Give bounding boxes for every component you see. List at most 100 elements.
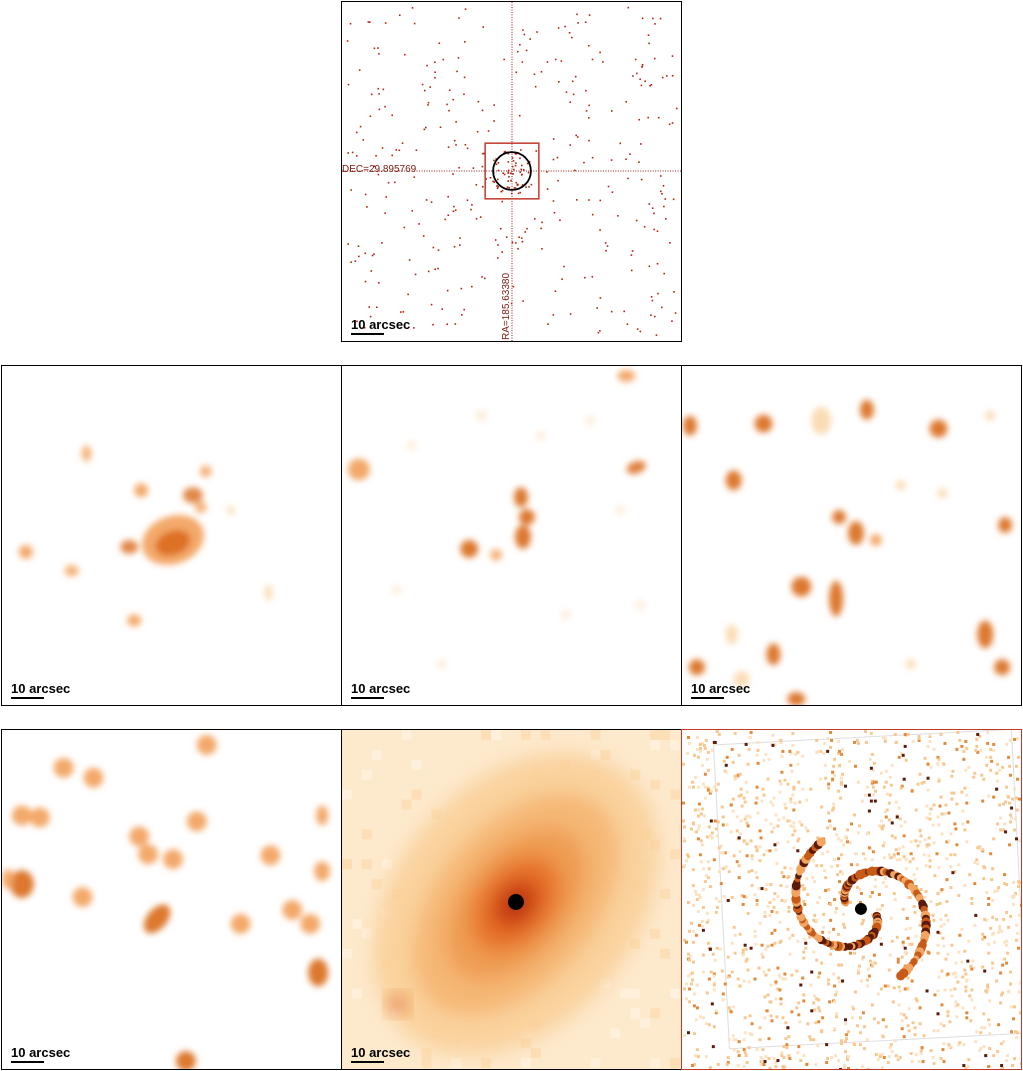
residual-pixel [876, 992, 880, 996]
residual-pixel [999, 1001, 1003, 1005]
residual-pixel [840, 1039, 844, 1043]
residual-pixel [755, 785, 759, 789]
residual-pixel [849, 841, 852, 845]
residual-pixel [996, 1050, 1000, 1054]
residual-pixel [995, 979, 999, 983]
event-point [643, 225, 646, 228]
event-point [607, 185, 610, 188]
event-point [501, 251, 503, 253]
residual-pixel [759, 1060, 763, 1064]
event-point [369, 21, 371, 23]
residual-pixel [755, 849, 759, 853]
residual-pixel [724, 763, 728, 767]
residual-pixel [953, 870, 957, 874]
residual-pixel [708, 1066, 712, 1069]
residual-pixel [796, 939, 800, 943]
residual-pixel [733, 777, 737, 781]
residual-pixel [704, 1022, 708, 1026]
event-point [514, 153, 517, 155]
residual-pixel [1001, 963, 1005, 967]
residual-pixel [835, 833, 839, 837]
event-point [671, 122, 674, 124]
residual-pixel [686, 900, 690, 904]
residual-pixel [882, 785, 886, 789]
residual-pixel [838, 749, 842, 753]
event-point [358, 255, 360, 258]
residual-pixel [953, 853, 957, 857]
residual-pixel [770, 830, 774, 834]
event-point [426, 64, 428, 67]
event-point [357, 245, 360, 247]
residual-pixel [970, 967, 974, 971]
residual-pixel [763, 995, 767, 999]
residual-pixel [1002, 1040, 1006, 1044]
residual-pixel [1003, 940, 1007, 944]
residual-pixel [909, 1052, 913, 1056]
residual-pixel [973, 771, 977, 775]
event-point [576, 13, 578, 16]
residual-pixel [919, 888, 923, 892]
event-point [466, 199, 469, 202]
noise-pixel [530, 1048, 541, 1059]
noise-pixel [590, 730, 601, 740]
event-point [351, 151, 354, 154]
residual-pixel [878, 1053, 882, 1057]
event-point [367, 21, 370, 23]
residual-pixel [712, 981, 716, 985]
event-point [611, 110, 613, 112]
residual-pixel [793, 801, 797, 805]
residual-pixel [731, 797, 735, 801]
residual-pixel [879, 771, 883, 775]
residual-pixel [895, 815, 899, 819]
residual-pixel [826, 736, 830, 740]
residual-pixel [880, 903, 884, 907]
residual-pixel [756, 811, 760, 815]
event-point [640, 143, 642, 145]
residual-pixel [1009, 820, 1013, 824]
event-point [432, 323, 434, 326]
residual-pixel [953, 822, 957, 826]
residual-pixel [892, 892, 896, 896]
residual-pixel [950, 943, 954, 947]
residual-pixel [830, 1056, 834, 1060]
residual-pixel [692, 992, 696, 996]
event-point [523, 33, 526, 36]
event-point [674, 312, 677, 314]
residual-pixel [881, 735, 885, 739]
event-point [511, 241, 514, 244]
residual-pixel [986, 983, 990, 987]
residual-pixel [794, 752, 798, 756]
event-point [515, 162, 517, 164]
event-point [413, 327, 415, 329]
residual-pixel [987, 1018, 991, 1022]
residual-pixel [996, 762, 1000, 766]
event-point [485, 178, 487, 180]
scale-bar-line [691, 697, 724, 699]
residual-pixel [937, 975, 941, 979]
residual-pixel [961, 1006, 965, 1010]
event-point [574, 169, 576, 172]
residual-pixel [860, 921, 864, 925]
residual-pixel [1011, 797, 1015, 801]
residual-pixel [966, 1065, 970, 1069]
residual-pixel [696, 837, 700, 841]
residual-pixel [787, 1054, 791, 1058]
residual-pixel [918, 840, 922, 844]
event-point [552, 200, 555, 202]
residual-pixel [772, 826, 776, 830]
residual-pixel [686, 974, 690, 978]
residual-pixel [940, 832, 944, 836]
residual-pixel [822, 751, 826, 755]
residual-pixel [702, 814, 706, 818]
residual-pixel [925, 989, 929, 993]
source-blob [682, 415, 697, 436]
residual-pixel [943, 741, 947, 745]
residual-pixel [792, 808, 796, 812]
noise-pixel [481, 1058, 492, 1069]
event-point [466, 147, 469, 150]
event-point [497, 161, 500, 164]
residual-pixel [881, 1018, 885, 1022]
residual-pixel [989, 852, 993, 856]
event-point [439, 126, 442, 129]
noise-pixel [401, 799, 412, 810]
